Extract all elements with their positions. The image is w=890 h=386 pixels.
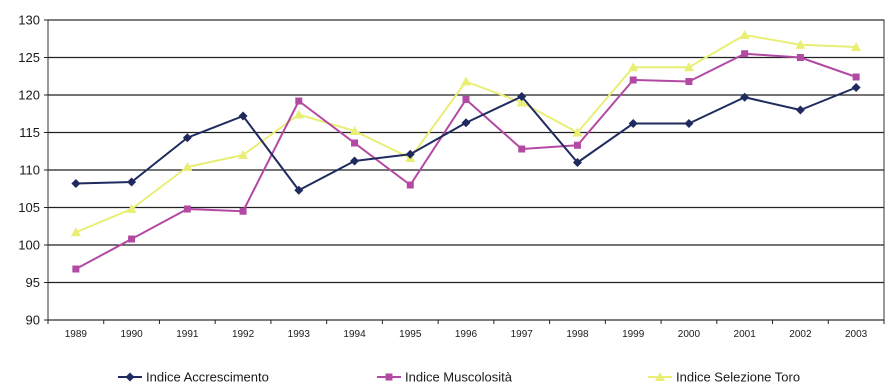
x-tick-label: 1989	[65, 329, 88, 340]
x-tick-label: 2003	[845, 329, 868, 340]
data-point	[851, 42, 862, 51]
data-point	[295, 97, 303, 105]
legend: Indice Accrescimento Indice Muscolosità In…	[118, 370, 800, 385]
data-point	[239, 207, 247, 215]
data-point	[127, 177, 137, 187]
legend-label: Indice Accrescimento	[146, 370, 269, 385]
legend-label: Indice Selezione Toro	[676, 370, 800, 385]
data-point	[739, 30, 750, 39]
x-tick-label: 1998	[566, 329, 589, 340]
data-point	[684, 119, 694, 128]
series-0	[71, 83, 861, 195]
data-point	[294, 185, 304, 195]
y-tick-label: 105	[18, 200, 40, 215]
x-axis-ticks: 1989 1990 1991 1992 1993 1994 1995 1996 1997 1998…	[47, 320, 885, 340]
x-tick-label: 1996	[455, 329, 478, 340]
x-tick-label: 1991	[176, 329, 199, 340]
data-point	[516, 97, 527, 107]
x-tick-label: 1997	[511, 329, 534, 340]
data-point	[795, 105, 805, 115]
x-tick-label: 2001	[734, 329, 757, 340]
data-point	[350, 156, 360, 166]
y-tick-label: 100	[18, 238, 40, 253]
data-point	[740, 92, 750, 102]
x-tick-label: 1995	[399, 329, 422, 340]
y-tick-label: 120	[18, 88, 40, 103]
y-tick-label: 125	[18, 50, 40, 65]
data-point	[128, 235, 136, 243]
data-point	[351, 139, 359, 147]
data-point	[628, 119, 638, 128]
y-tick-label: 110	[19, 163, 40, 178]
series-1	[72, 50, 860, 273]
x-tick-label: 1999	[622, 329, 645, 340]
data-point	[796, 54, 804, 61]
x-tick-label: 2002	[789, 329, 812, 340]
y-axis-ticks: 90 95 100 105 110 115 120 125 130	[18, 13, 48, 328]
data-point	[683, 62, 694, 72]
data-point	[685, 78, 693, 85]
series-2	[70, 30, 862, 237]
data-point	[741, 50, 749, 58]
x-tick-label: 2000	[678, 329, 701, 340]
data-point	[572, 127, 583, 137]
data-point	[126, 204, 137, 213]
y-tick-label: 90	[26, 313, 40, 328]
data-point	[461, 76, 471, 86]
data-point	[349, 126, 360, 135]
data-point	[462, 96, 470, 103]
legend-marker	[655, 372, 665, 381]
data-point	[406, 181, 414, 189]
data-point	[572, 158, 582, 167]
data-point	[238, 150, 249, 159]
x-tick-label: 1994	[343, 329, 366, 340]
legend-entry: Indice Accrescimento	[118, 370, 269, 385]
series-lines	[70, 30, 862, 273]
data-point	[293, 109, 304, 119]
legend-marker	[125, 372, 135, 382]
data-point	[461, 118, 471, 128]
x-tick-label: 1993	[288, 329, 311, 340]
x-tick-label: 1992	[232, 329, 255, 340]
data-point	[72, 265, 80, 273]
data-point	[518, 145, 526, 153]
data-point	[795, 39, 806, 49]
legend-marker	[385, 373, 393, 381]
data-point	[405, 149, 415, 159]
data-point	[852, 73, 860, 81]
legend-entry: Indice Muscolosità	[377, 370, 513, 385]
legend-entry: Indice Selezione Toro	[648, 370, 800, 385]
y-tick-label: 130	[18, 13, 40, 28]
y-tick-label: 115	[19, 125, 40, 140]
data-point	[517, 92, 527, 101]
series-line	[75, 52, 857, 270]
data-point	[71, 179, 81, 188]
data-point	[182, 133, 192, 143]
data-point	[238, 111, 248, 121]
data-point	[851, 83, 861, 92]
series-line	[75, 34, 857, 234]
x-tick-label: 1990	[120, 329, 143, 340]
legend-label: Indice Muscolosità	[405, 370, 513, 385]
data-point	[70, 227, 81, 237]
data-point	[629, 76, 637, 84]
data-point	[573, 141, 581, 149]
data-point	[182, 162, 193, 171]
data-point	[183, 205, 191, 213]
data-point	[628, 62, 639, 72]
gridlines	[48, 19, 884, 321]
y-tick-label: 95	[26, 275, 40, 290]
